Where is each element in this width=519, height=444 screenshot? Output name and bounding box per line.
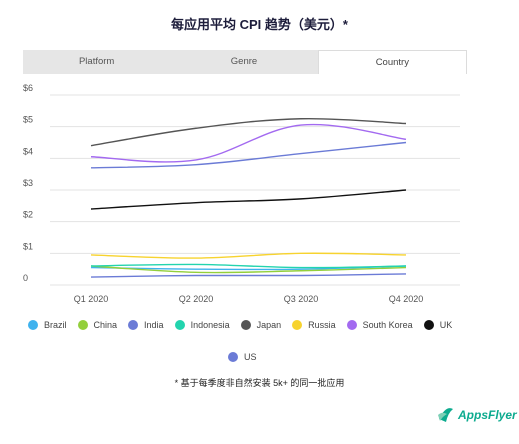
legend-item-china[interactable]: China <box>77 320 118 330</box>
tab-platform[interactable]: Platform <box>78 56 115 67</box>
legend-item-brazil[interactable]: Brazil <box>28 320 67 330</box>
y-tick-label: $3 <box>23 178 33 188</box>
legend-swatch <box>128 320 139 330</box>
series-line-russia <box>90 252 407 259</box>
legend-label: Japan <box>256 320 282 330</box>
x-tick-label: Q2 2020 <box>179 294 214 304</box>
x-tick-label: Q1 2020 <box>74 294 109 304</box>
legend-swatch <box>174 320 185 330</box>
series-line-japan <box>90 117 407 147</box>
legend-item-south-korea[interactable]: South Korea <box>346 320 413 330</box>
legend-item-uk[interactable]: UK <box>423 320 453 330</box>
series-line-indonesia <box>90 263 407 269</box>
series-line-south-korea <box>90 123 407 163</box>
legend-swatch <box>28 320 38 330</box>
legend-swatch <box>240 320 251 330</box>
y-tick-label: $5 <box>23 115 33 125</box>
x-tick-label: Q3 2020 <box>284 294 319 304</box>
legend-item-japan[interactable]: Japan <box>240 320 282 330</box>
series-line-us <box>90 141 407 169</box>
line-chart: 0 $1 $2 $3 $4 $5 $6 Q1 2020 Q2 2020 Q3 2020 Q4 202… <box>23 83 460 304</box>
series-line-india <box>90 273 407 278</box>
y-tick-label: $1 <box>23 241 33 251</box>
legend-swatch <box>423 320 434 330</box>
legend-label: Brazil <box>44 320 67 330</box>
legend-swatch <box>292 320 303 330</box>
legend-label: US <box>244 352 257 362</box>
tab-bar: Platform Genre Country <box>23 50 467 74</box>
chart-title: 每应用平均 CPI 趋势（美元）* <box>171 17 348 32</box>
chart-legend: Brazil China India Indonesia Japan Russia Sout… <box>28 320 488 362</box>
legend-item-us[interactable]: US <box>228 352 257 362</box>
legend-label: China <box>93 320 118 330</box>
legend-item-russia[interactable]: Russia <box>292 320 336 330</box>
legend-item-indonesia[interactable]: Indonesia <box>174 320 230 330</box>
legend-label: South Korea <box>362 320 413 330</box>
legend-label: UK <box>439 320 453 330</box>
legend-swatch <box>346 320 357 330</box>
x-tick-label: Q4 2020 <box>389 294 424 304</box>
tab-country[interactable]: Country <box>317 50 467 74</box>
legend-swatch <box>228 352 238 362</box>
footnote: * 基于每季度非自然安装 5k+ 的同一批应用 <box>174 378 345 388</box>
y-tick-label: $6 <box>23 83 33 93</box>
logo-text: AppsFlyer <box>458 408 517 422</box>
y-tick-label: $2 <box>23 210 33 220</box>
tab-genre[interactable]: Genre <box>230 56 258 67</box>
appsflyer-logo-icon <box>438 408 453 422</box>
y-tick-label: $4 <box>23 146 33 156</box>
series-line-uk <box>90 189 407 210</box>
appsflyer-logo: AppsFlyer <box>436 405 517 425</box>
legend-label: India <box>144 320 164 330</box>
legend-swatch <box>77 320 88 330</box>
y-tick-label: 0 <box>23 273 28 283</box>
legend-item-india[interactable]: India <box>128 320 164 330</box>
legend-label: Russia <box>308 320 336 330</box>
series-line-china <box>90 265 407 274</box>
legend-label: Indonesia <box>190 320 230 330</box>
